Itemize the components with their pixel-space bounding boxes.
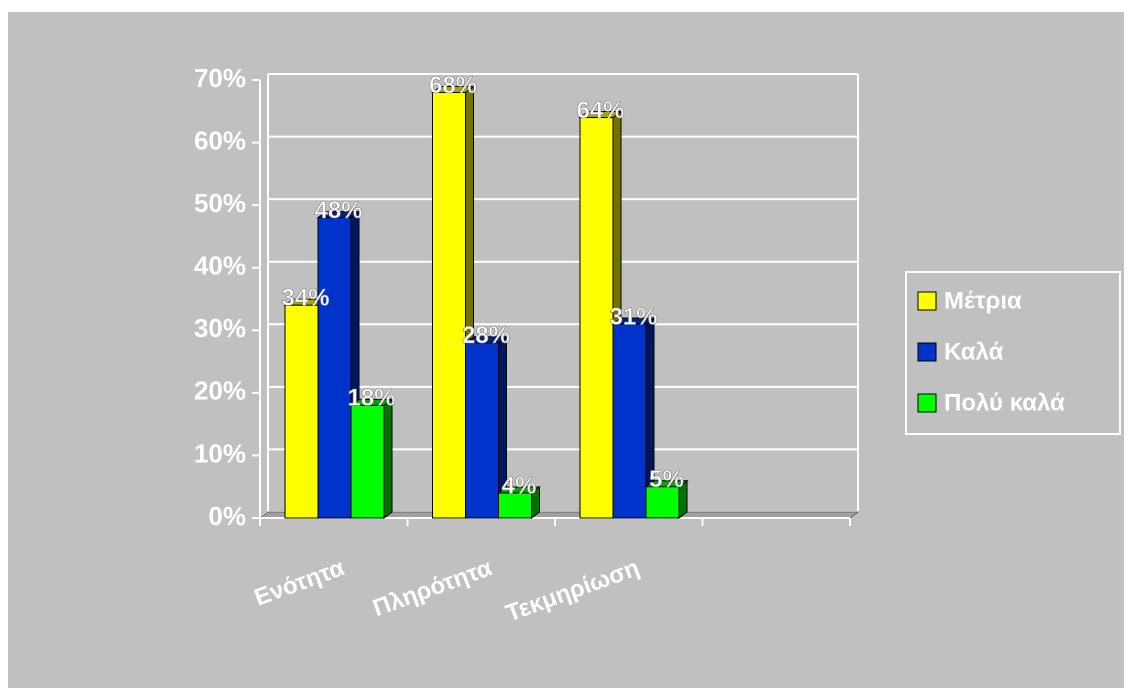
bar [349, 398, 394, 519]
bar-front [645, 486, 680, 519]
legend-box [905, 271, 1121, 435]
y-tick-label: 60% [194, 125, 246, 155]
y-tick-label: 40% [194, 251, 246, 281]
bar-front [432, 92, 466, 519]
data-label: 31% [609, 303, 657, 330]
bar-front [317, 217, 352, 519]
legend-swatch [917, 393, 937, 413]
data-label: 68% [429, 72, 477, 99]
data-label: 34% [281, 285, 329, 312]
bar-front [498, 492, 532, 519]
legend-swatch [917, 291, 937, 311]
y-tick-label: 10% [194, 438, 246, 468]
bar-side [383, 398, 393, 519]
legend-label: Καλά [944, 338, 1004, 365]
bar-front [350, 404, 385, 519]
y-tick-label: 20% [194, 376, 246, 406]
data-label: 4% [502, 472, 537, 499]
y-tick-label: 50% [194, 188, 246, 218]
bar-front [612, 323, 647, 519]
data-label: 28% [462, 322, 510, 349]
bar [497, 485, 541, 519]
bar [644, 479, 689, 519]
data-label: 64% [576, 97, 624, 124]
background [8, 12, 1124, 688]
legend-label: Μέτρια [944, 287, 1022, 314]
y-tick-label: 30% [194, 313, 246, 343]
y-tick-label: 70% [194, 63, 246, 93]
bar-front [579, 117, 614, 519]
bar [611, 317, 656, 519]
data-label: 18% [347, 385, 395, 412]
bar [464, 335, 508, 519]
legend-swatch [917, 342, 937, 362]
y-tick-label: 0% [208, 501, 246, 531]
bar-front [465, 342, 499, 519]
data-label: 48% [314, 197, 362, 224]
legend-label: Πολύ καλά [944, 389, 1065, 416]
data-label: 5% [649, 466, 684, 493]
bar-front [284, 304, 319, 519]
